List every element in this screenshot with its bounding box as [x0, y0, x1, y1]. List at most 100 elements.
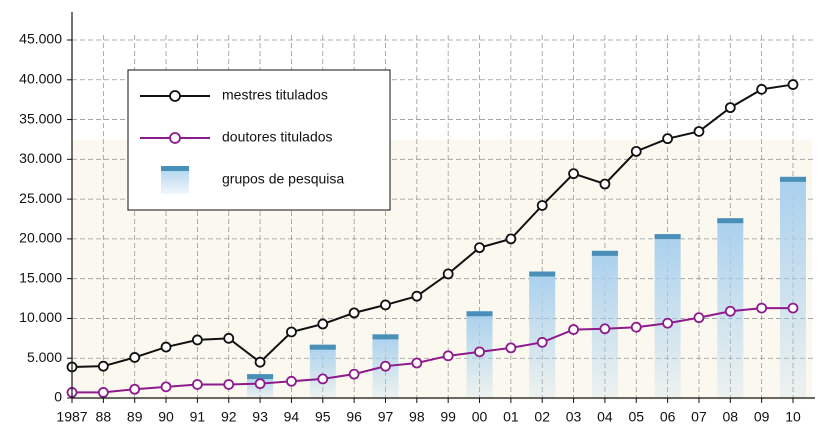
bar-cap: [655, 234, 681, 239]
point: [475, 243, 484, 252]
bar-cap: [529, 272, 555, 277]
x-tick-label: 03: [566, 409, 582, 425]
x-tick-label: 00: [472, 409, 488, 425]
point: [256, 379, 265, 388]
point: [632, 147, 641, 156]
point: [162, 343, 171, 352]
x-tick-label: 94: [284, 409, 300, 425]
point: [444, 269, 453, 278]
point: [600, 179, 609, 188]
point: [632, 323, 641, 332]
y-tick-label: 15.000: [19, 269, 62, 285]
point: [256, 358, 265, 367]
point: [726, 103, 735, 112]
x-tick-label: 09: [754, 409, 770, 425]
point: [287, 377, 296, 386]
point: [506, 343, 515, 352]
x-tick-label: 92: [221, 409, 237, 425]
point: [663, 134, 672, 143]
point: [224, 380, 233, 389]
y-tick-label: 35.000: [19, 110, 62, 126]
point: [600, 324, 609, 333]
y-tick-label: 0: [54, 389, 62, 405]
y-tick-label: 25.000: [19, 190, 62, 206]
point: [569, 325, 578, 334]
point: [538, 201, 547, 210]
point: [193, 380, 202, 389]
x-tick-label: 93: [252, 409, 268, 425]
point: [99, 362, 108, 371]
x-tick-label: 05: [628, 409, 644, 425]
point: [726, 307, 735, 316]
point: [412, 292, 421, 301]
legend-label: doutores titulados: [222, 129, 333, 145]
x-tick-label: 02: [534, 409, 550, 425]
point: [475, 347, 484, 356]
bar: [780, 177, 806, 398]
legend-label: grupos de pesquisa: [222, 171, 344, 187]
point: [130, 385, 139, 394]
bar: [655, 234, 681, 398]
bar-cap: [467, 311, 493, 316]
y-tick-label: 20.000: [19, 230, 62, 246]
point: [694, 313, 703, 322]
x-tick-label: 91: [190, 409, 206, 425]
legend-label: mestres titulados: [222, 87, 328, 103]
bar-cap: [717, 218, 743, 223]
x-tick-label: 1987: [56, 409, 87, 425]
point: [381, 362, 390, 371]
y-tick-label: 30.000: [19, 150, 62, 166]
legend: mestres titulados doutores titulados grupo…: [128, 70, 390, 210]
bar-cap: [592, 251, 618, 256]
point: [663, 319, 672, 328]
y-tick-label: 45.000: [19, 31, 62, 47]
y-tick-label: 40.000: [19, 70, 62, 86]
bar-cap: [310, 345, 336, 350]
point: [162, 382, 171, 391]
x-tick-label: 98: [409, 409, 425, 425]
y-tick-label: 10.000: [19, 309, 62, 325]
point: [789, 80, 798, 89]
point: [506, 234, 515, 243]
point: [287, 327, 296, 336]
bar: [310, 345, 336, 398]
x-tick-label: 97: [378, 409, 394, 425]
x-tick-label: 06: [660, 409, 676, 425]
point: [350, 308, 359, 317]
point: [381, 300, 390, 309]
bar: [529, 272, 555, 398]
legend-marker: [170, 133, 180, 143]
legend-marker: [170, 91, 180, 101]
point: [569, 169, 578, 178]
x-tick-label: 96: [346, 409, 362, 425]
point: [538, 338, 547, 347]
point: [99, 388, 108, 397]
point: [224, 334, 233, 343]
x-tick-label: 90: [158, 409, 174, 425]
point: [130, 353, 139, 362]
point: [789, 304, 798, 313]
point: [757, 304, 766, 313]
x-tick-label: 04: [597, 409, 613, 425]
legend-swatch-cap: [161, 166, 189, 171]
x-tick-label: 08: [723, 409, 739, 425]
point: [193, 335, 202, 344]
chart: 0 5.000 10.000 15.000 20.000 25.000 30.000 35.0…: [0, 0, 822, 437]
bar-cap: [780, 177, 806, 182]
x-tick-label: 10: [785, 409, 801, 425]
y-tick-label: 5.000: [27, 349, 62, 365]
point: [318, 374, 327, 383]
x-tick-label: 95: [315, 409, 331, 425]
point: [318, 320, 327, 329]
x-tick-label: 99: [440, 409, 456, 425]
point: [694, 127, 703, 136]
x-tick-label: 07: [691, 409, 707, 425]
x-tick-label: 88: [96, 409, 112, 425]
point: [444, 351, 453, 360]
point: [350, 370, 359, 379]
x-tick-label: 01: [503, 409, 519, 425]
point: [757, 85, 766, 94]
point: [412, 358, 421, 367]
bar-cap: [372, 334, 398, 339]
x-tick-label: 89: [127, 409, 143, 425]
